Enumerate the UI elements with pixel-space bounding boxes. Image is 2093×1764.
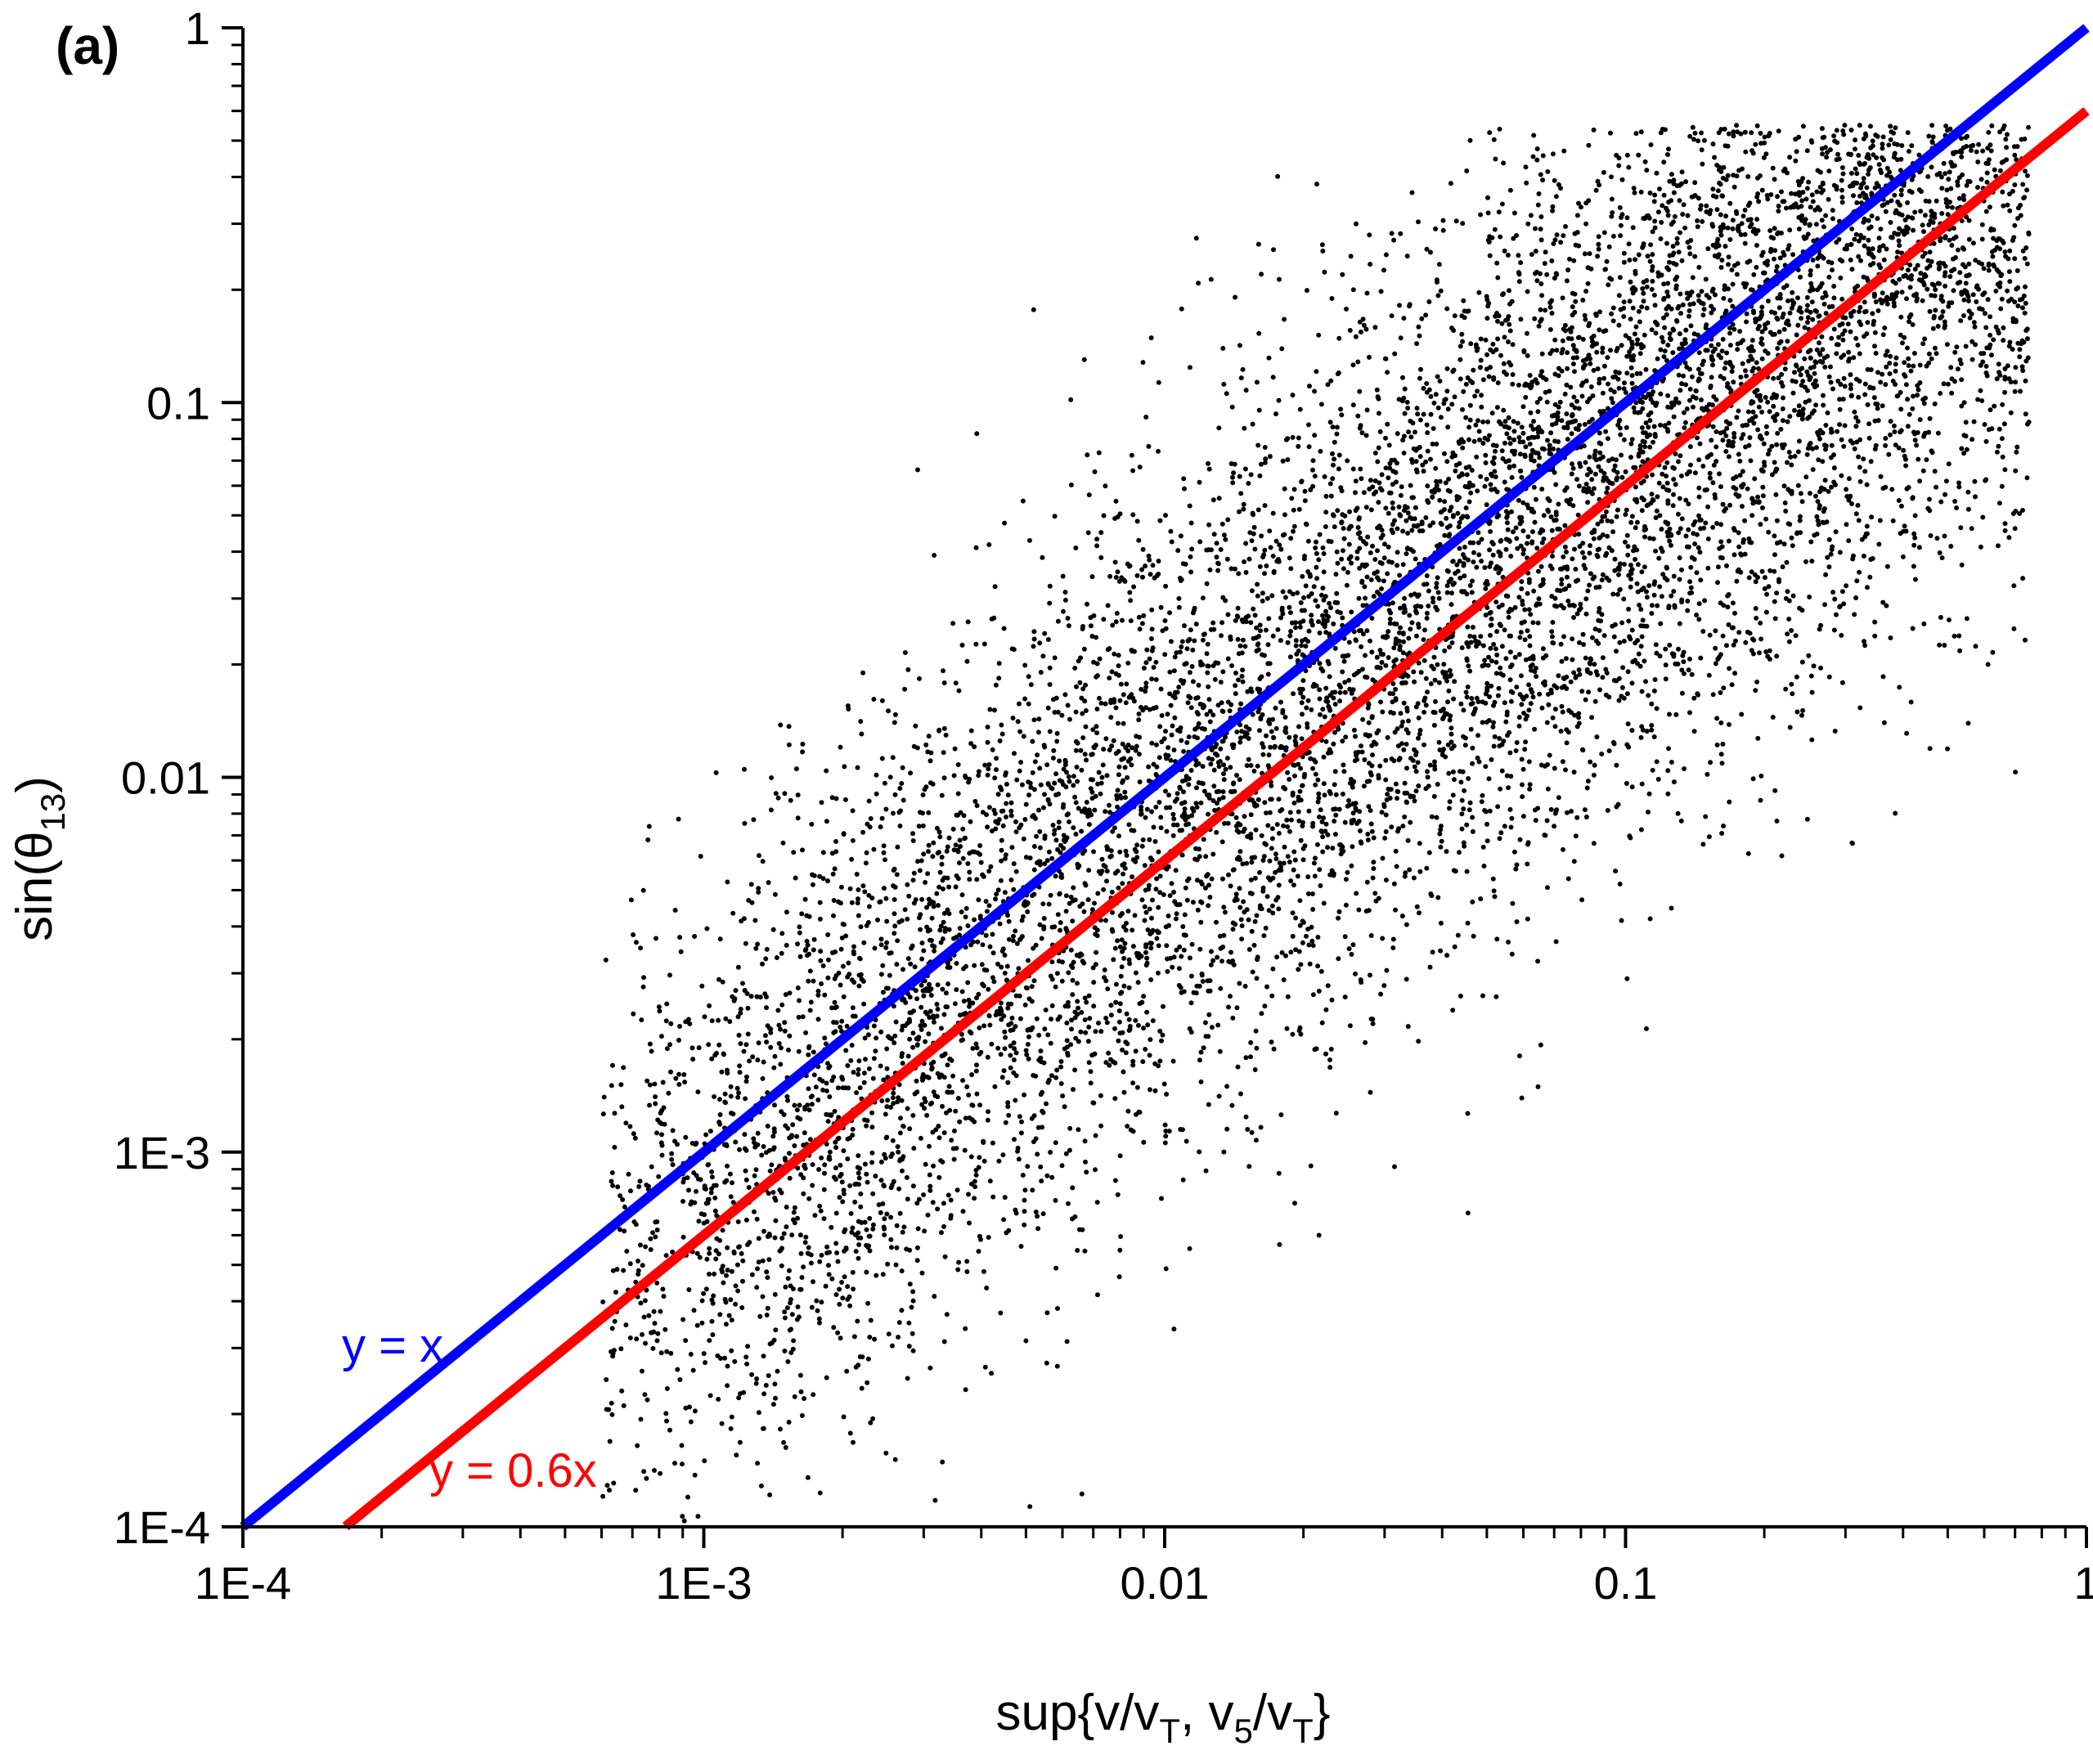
x-tick-label: 1E-3 [655, 1557, 752, 1609]
y-tick-label: 0.01 [121, 752, 210, 804]
x-tick-label: 0.01 [1121, 1557, 1210, 1609]
line-label-y-equals-x: y = x [342, 1319, 443, 1372]
line-y-equals-x [240, 24, 2090, 1531]
y-tick-label: 0.1 [146, 377, 210, 429]
line-label-y-equals-0-6x: y = 0.6x [429, 1444, 597, 1497]
scatter-points [600, 123, 2032, 1524]
panel-label: (a) [56, 16, 119, 75]
x-tick-label: 1E-4 [195, 1557, 291, 1609]
x-axis-title: sup{v/vT, v5/vT} [996, 1685, 1331, 1750]
x-tick-label: 0.1 [1594, 1557, 1658, 1609]
y-tick-label: 1E-3 [114, 1127, 210, 1178]
axis-labels: (a) sup{v/vT, v5/vT} sin(θ13) [7, 16, 1330, 1750]
y-tick-label: 1E-4 [114, 1501, 210, 1553]
line-y-equals-0-6x [342, 107, 2090, 1531]
y-axis-title: sin(θ13) [7, 776, 72, 941]
scatter-point-cloud [600, 123, 2032, 1524]
x-tick-label: 1 [2073, 1557, 2093, 1609]
fit-lines: y = x y = 0.6x [240, 24, 2090, 1531]
y-tick-label: 1 [185, 2, 210, 54]
axes: 1E-4 1E-3 0.01 0.1 1 1E-4 1E-3 0.01 0.1 1 [114, 2, 2093, 1609]
